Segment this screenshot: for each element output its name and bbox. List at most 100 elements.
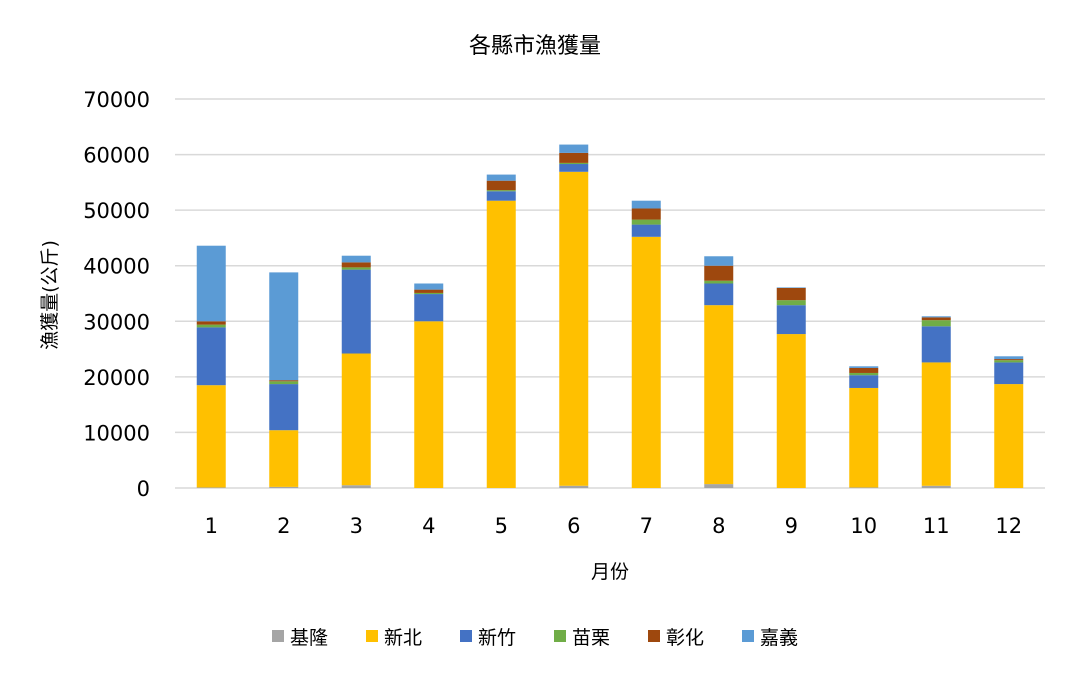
x-tick-label: 1 (205, 514, 218, 538)
bar-segment-嘉義-5 (486, 174, 516, 181)
bar-segment-苗栗-6 (559, 162, 589, 165)
bar-segment-彰化-6 (559, 152, 589, 163)
y-tick-label: 30000 (83, 310, 150, 334)
bar-segment-嘉義-1 (196, 245, 226, 322)
bar-segment-苗栗-3 (341, 267, 371, 270)
x-tick-label: 4 (422, 514, 435, 538)
bar-segment-嘉義-4 (414, 283, 444, 290)
bar-segment-新竹-10 (849, 375, 879, 388)
bar-segment-新北-11 (921, 362, 951, 486)
legend-swatch (366, 630, 378, 642)
bar-segment-嘉義-10 (849, 366, 879, 368)
bar-segment-新竹-4 (414, 294, 444, 322)
x-tick-label: 8 (712, 514, 725, 538)
bar-segment-苗栗-8 (704, 280, 734, 284)
y-axis-label: 漁獲量(公斤) (39, 240, 61, 350)
legend-swatch (648, 630, 660, 642)
legend-swatch (554, 630, 566, 642)
bar-segment-嘉義-3 (341, 255, 371, 263)
legend-swatch (272, 630, 284, 642)
bar-segment-基隆-8 (704, 484, 734, 488)
x-axis-ticks: 1 2 3 4 5 6 7 8 9 10 11 12 (205, 514, 1023, 538)
bar-segment-苗栗-11 (921, 320, 951, 327)
bar-segment-嘉義-2 (269, 272, 299, 381)
bar-segment-新北-4 (414, 321, 444, 488)
bar-segment-苗栗-12 (994, 360, 1024, 363)
y-tick-label: 60000 (83, 144, 150, 168)
bars (196, 144, 1024, 488)
bar-segment-新竹-3 (341, 269, 371, 354)
bar-segment-基隆-11 (921, 485, 951, 488)
bar-segment-新北-1 (196, 385, 226, 488)
bar-segment-苗栗-4 (414, 292, 444, 295)
legend-label: 新北 (384, 627, 422, 649)
bar-segment-新竹-7 (631, 224, 661, 237)
bar-segment-嘉義-12 (994, 356, 1024, 360)
bar-segment-新竹-1 (196, 327, 226, 386)
gridlines (175, 98, 1045, 489)
bar-segment-彰化-2 (269, 380, 299, 382)
bar-segment-基隆-2 (269, 486, 299, 488)
bar-segment-新竹-5 (486, 191, 516, 201)
x-tick-label: 6 (567, 514, 580, 538)
bar-segment-新竹-2 (269, 384, 299, 431)
x-tick-label: 10 (850, 514, 877, 538)
legend-swatch (460, 630, 472, 642)
bar-segment-新竹-6 (559, 164, 589, 172)
bar-segment-彰化-5 (486, 180, 516, 191)
bar-segment-嘉義-6 (559, 144, 589, 153)
x-tick-label: 2 (277, 514, 290, 538)
y-tick-label: 0 (137, 477, 150, 501)
bar-segment-苗栗-9 (776, 300, 806, 306)
bar-segment-新北-5 (486, 200, 516, 488)
x-tick-label: 3 (350, 514, 363, 538)
y-tick-label: 10000 (83, 421, 150, 445)
bar-segment-彰化-10 (849, 367, 879, 373)
bar-segment-彰化-3 (341, 262, 371, 268)
legend-label: 苗栗 (572, 627, 610, 649)
bar-segment-苗栗-7 (631, 219, 661, 225)
bar-segment-新北-9 (776, 334, 806, 488)
bar-segment-新竹-12 (994, 362, 1024, 385)
chart-title: 各縣市漁獲量 (469, 34, 601, 59)
y-tick-label: 50000 (83, 199, 150, 223)
bar-segment-彰化-1 (196, 321, 226, 325)
bar-segment-苗栗-5 (486, 190, 516, 192)
bar-segment-新北-10 (849, 387, 879, 488)
y-tick-label: 70000 (83, 88, 150, 112)
x-tick-label: 11 (923, 514, 950, 538)
bar-segment-彰化-12 (994, 359, 1024, 361)
bar-segment-基隆-6 (559, 485, 589, 488)
bar-segment-苗栗-10 (849, 372, 879, 376)
bar-segment-基隆-3 (341, 485, 371, 488)
bar-segment-新竹-9 (776, 305, 806, 335)
bar-segment-基隆-1 (196, 487, 226, 488)
bar-segment-基隆-10 (849, 487, 879, 488)
legend-label: 彰化 (666, 627, 704, 649)
bar-segment-苗栗-2 (269, 381, 299, 385)
bar-segment-新北-6 (559, 171, 589, 486)
x-axis-label: 月份 (591, 561, 629, 583)
legend-label: 基隆 (290, 627, 328, 649)
y-tick-label: 20000 (83, 366, 150, 390)
bar-segment-新竹-8 (704, 283, 734, 306)
bar-segment-新北-8 (704, 305, 734, 485)
bar-segment-新竹-11 (921, 326, 951, 363)
bar-segment-新北-7 (631, 236, 661, 488)
legend: 基隆 新北 新竹 苗栗 彰化 嘉義 (272, 627, 798, 649)
y-axis-ticks: 0 10000 20000 30000 40000 50000 60000 70000 (83, 88, 150, 501)
bar-segment-彰化-11 (921, 317, 951, 321)
legend-label: 新竹 (478, 627, 516, 649)
bar-segment-新北-12 (994, 384, 1024, 488)
bar-segment-苗栗-1 (196, 324, 226, 328)
bar-segment-新北-2 (269, 430, 299, 487)
bar-segment-嘉義-8 (704, 256, 734, 266)
x-tick-label: 7 (640, 514, 653, 538)
bar-segment-彰化-7 (631, 208, 661, 220)
bar-segment-嘉義-11 (921, 316, 951, 318)
bar-segment-彰化-8 (704, 265, 734, 281)
bar-segment-彰化-9 (776, 287, 806, 301)
x-tick-label: 9 (785, 514, 798, 538)
bar-segment-新北-3 (341, 353, 371, 486)
